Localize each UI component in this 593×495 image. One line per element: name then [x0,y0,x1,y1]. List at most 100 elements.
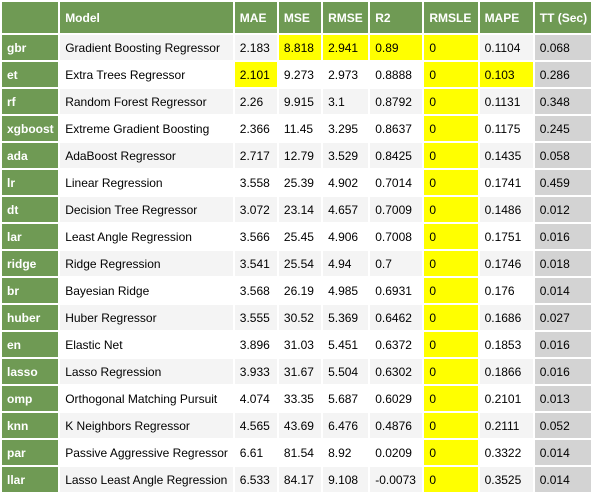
metric-cell: 0.016 [534,224,591,249]
row-index: knn [2,413,59,438]
metric-cell: 0.1175 [479,116,533,141]
metric-cell: 0.8637 [370,116,423,141]
metric-cell: 33.35 [278,386,322,411]
metric-cell: 0.8888 [370,62,423,87]
metric-cell: 9.108 [323,467,369,492]
table-row: xgboost Extreme Gradient Boosting 2.366 11.… [2,116,591,141]
metric-cell: 0 [424,224,478,249]
metric-cell: 0.013 [534,386,591,411]
metric-cell: 0.6462 [370,305,423,330]
metric-cell: 8.818 [278,35,322,60]
metric-cell: 43.69 [278,413,322,438]
metric-cell: 0 [424,278,478,303]
metric-cell: 0.4876 [370,413,423,438]
metric-cell: 0.8792 [370,89,423,114]
metric-cell: 0 [424,89,478,114]
metric-cell: 3.558 [234,170,277,195]
metric-cell: 6.61 [234,440,277,465]
metric-cell: 0.245 [534,116,591,141]
metric-cell: 3.568 [234,278,277,303]
column-header[interactable]: RMSE [323,2,369,33]
metric-cell: 0.1866 [479,359,533,384]
metric-cell: 0 [424,386,478,411]
metric-cell: 0.018 [534,251,591,276]
metric-cell: 2.101 [234,62,277,87]
table-row: huber Huber Regressor 3.555 30.52 5.369 0.646… [2,305,591,330]
metric-cell: 0.1746 [479,251,533,276]
model-name-cell: Extra Trees Regressor [60,62,233,87]
row-index: par [2,440,59,465]
row-index: lasso [2,359,59,384]
row-index: rf [2,89,59,114]
metric-cell: 11.45 [278,116,322,141]
metric-cell: 3.566 [234,224,277,249]
model-name-cell: Decision Tree Regressor [60,197,233,222]
model-name-cell: Orthogonal Matching Pursuit [60,386,233,411]
column-header[interactable]: MAE [234,2,277,33]
metric-cell: 3.555 [234,305,277,330]
metric-cell: 6.476 [323,413,369,438]
table-row: lasso Lasso Regression 3.933 31.67 5.504 0.63… [2,359,591,384]
metric-cell: 0.459 [534,170,591,195]
metric-cell: 23.14 [278,197,322,222]
header-index[interactable] [2,2,59,33]
row-index: ada [2,143,59,168]
column-header[interactable]: MSE [278,2,322,33]
metric-cell: 0 [424,305,478,330]
column-header[interactable]: TT (Sec) [534,2,591,33]
table-row: et Extra Trees Regressor 2.101 9.273 2.973 0.… [2,62,591,87]
table-row: en Elastic Net 3.896 31.03 5.451 0.6372 0 0.185… [2,332,591,357]
model-name-cell: Huber Regressor [60,305,233,330]
model-name-cell: Random Forest Regressor [60,89,233,114]
metric-cell: 25.54 [278,251,322,276]
metric-cell: 0.016 [534,359,591,384]
metric-cell: 81.54 [278,440,322,465]
metric-cell: 0.0209 [370,440,423,465]
metric-cell: 0.6302 [370,359,423,384]
metric-cell: 0 [424,332,478,357]
column-header[interactable]: MAPE [479,2,533,33]
metric-cell: 0.1853 [479,332,533,357]
metric-cell: 3.541 [234,251,277,276]
metric-cell: 4.657 [323,197,369,222]
model-name-cell: Bayesian Ridge [60,278,233,303]
metric-cell: 0.012 [534,197,591,222]
row-index: br [2,278,59,303]
table-row: omp Orthogonal Matching Pursuit 4.074 33.35… [2,386,591,411]
metric-cell: 3.529 [323,143,369,168]
metric-cell: 2.366 [234,116,277,141]
table-header: Model MAE MSE RMSE R2 RMSLE MAPE TT (Sec) [2,2,591,33]
metric-cell: 31.03 [278,332,322,357]
table-row: ada AdaBoost Regressor 2.717 12.79 3.529 0.84… [2,143,591,168]
metric-cell: 0.348 [534,89,591,114]
metric-cell: 2.973 [323,62,369,87]
metric-cell: 9.273 [278,62,322,87]
model-name-cell: Extreme Gradient Boosting [60,116,233,141]
metric-cell: 0.1435 [479,143,533,168]
metric-cell: 25.45 [278,224,322,249]
metric-cell: 0.058 [534,143,591,168]
metric-cell: 0 [424,170,478,195]
column-header[interactable]: RMSLE [424,2,478,33]
row-index: dt [2,197,59,222]
table-row: lar Least Angle Regression 3.566 25.45 4.906… [2,224,591,249]
metric-cell: 0 [424,143,478,168]
metric-cell: 9.915 [278,89,322,114]
column-header[interactable]: Model [60,2,233,33]
model-name-cell: Lasso Least Angle Regression [60,467,233,492]
metric-cell: 0.7 [370,251,423,276]
column-header[interactable]: R2 [370,2,423,33]
model-name-cell: Linear Regression [60,170,233,195]
metric-cell: 0.2101 [479,386,533,411]
metric-cell: 4.94 [323,251,369,276]
metric-cell: 4.906 [323,224,369,249]
metric-cell: 0 [424,251,478,276]
metric-cell: 0 [424,35,478,60]
metric-cell: 0.1741 [479,170,533,195]
metric-cell: 84.17 [278,467,322,492]
metric-cell: 26.19 [278,278,322,303]
metric-cell: 5.451 [323,332,369,357]
model-name-cell: K Neighbors Regressor [60,413,233,438]
row-index: ridge [2,251,59,276]
metric-cell: 0.8425 [370,143,423,168]
